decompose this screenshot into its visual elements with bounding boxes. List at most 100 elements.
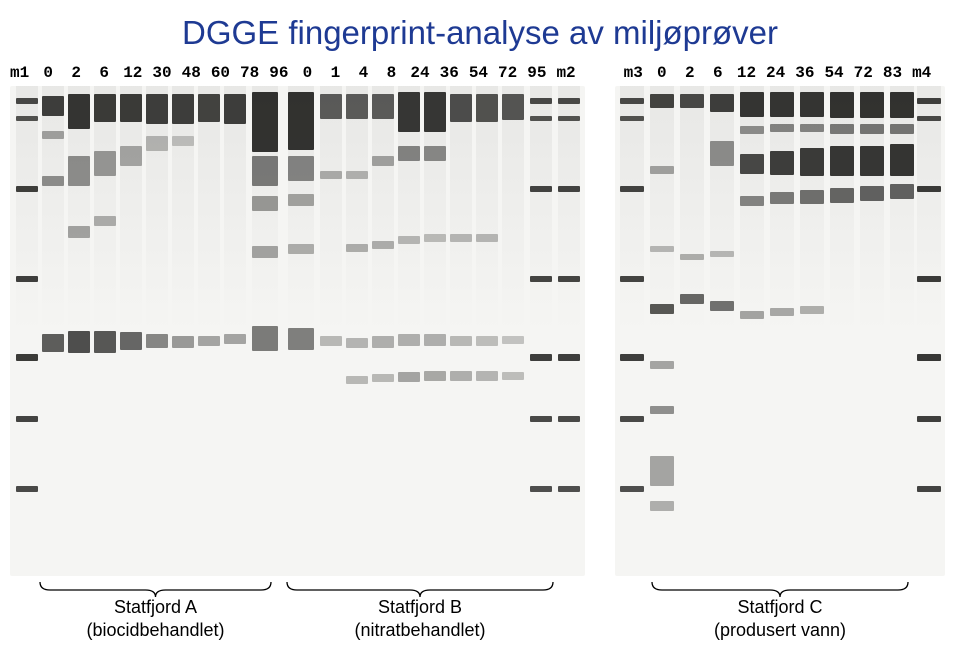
gel-band — [917, 116, 941, 121]
gel-band — [172, 136, 194, 146]
gel-band — [770, 151, 794, 175]
brace-label-line2: (produsert vann) — [650, 619, 910, 642]
gel-band — [740, 311, 764, 319]
lane-label: 54 — [824, 64, 843, 82]
gel-band — [398, 92, 420, 132]
gel-band — [252, 246, 278, 258]
lane-label: 83 — [883, 64, 902, 82]
lane-label: 30 — [152, 64, 171, 82]
gel-lane — [917, 86, 941, 576]
gel-band — [424, 371, 446, 381]
brace-label-line1: Statfjord B — [285, 596, 555, 619]
gel-band — [860, 124, 884, 134]
gel-band — [830, 92, 854, 118]
gel-lane — [740, 86, 764, 576]
lane-label: 0 — [39, 64, 57, 82]
gel-lane — [68, 86, 90, 576]
gel-band — [620, 416, 644, 422]
gel-band — [68, 156, 90, 186]
gel-lane — [224, 86, 246, 576]
gel-lane — [800, 86, 824, 576]
gel-band — [830, 124, 854, 134]
gel-band — [558, 186, 580, 192]
brace-label: Statfjord C(produsert vann) — [650, 596, 910, 641]
gel-band — [830, 146, 854, 176]
lane-label: 2 — [681, 64, 699, 82]
brace-label-line1: Statfjord C — [650, 596, 910, 619]
gel-band — [558, 116, 580, 121]
lane-label: 78 — [240, 64, 259, 82]
gel-band — [620, 276, 644, 282]
lane-label: 36 — [795, 64, 814, 82]
lane-label: 24 — [410, 64, 429, 82]
gel-band — [890, 124, 914, 134]
lane-label: 60 — [211, 64, 230, 82]
gel-band — [620, 98, 644, 104]
gel-band — [917, 354, 941, 361]
gel-lane — [710, 86, 734, 576]
gel-band — [800, 306, 824, 314]
gel-band — [558, 416, 580, 422]
gel-band — [288, 194, 314, 206]
gel-band — [42, 176, 64, 186]
gel-band — [890, 184, 914, 199]
gel-band — [172, 336, 194, 348]
lane-label: 48 — [182, 64, 201, 82]
gel-band — [288, 92, 314, 150]
page-title: DGGE fingerprint-analyse av miljøprøver — [0, 0, 960, 52]
brace-section: Statfjord A(biocidbehandlet) Statfjord B… — [0, 576, 960, 646]
gel-band — [372, 336, 394, 348]
gel-band — [424, 92, 446, 132]
gel-band — [558, 354, 580, 361]
gel-band — [198, 94, 220, 122]
gel-band — [530, 98, 552, 104]
gel-lane — [16, 86, 38, 576]
gel-band — [710, 251, 734, 257]
lane-label: 2 — [67, 64, 85, 82]
gel-band — [450, 94, 472, 122]
gel-band — [502, 94, 524, 120]
gel-lane — [172, 86, 194, 576]
gel-band — [16, 116, 38, 121]
gel-band — [346, 171, 368, 179]
gel-lane — [860, 86, 884, 576]
gel-band — [860, 146, 884, 176]
gel-band — [450, 234, 472, 242]
lane-label: 4 — [354, 64, 372, 82]
gel-band — [800, 92, 824, 117]
brace-label-line2: (nitratbehandlet) — [285, 619, 555, 642]
gel-band — [650, 501, 674, 511]
gel-panel-left — [10, 86, 585, 576]
gel-band — [146, 136, 168, 151]
gel-band — [860, 92, 884, 118]
gel-band — [398, 236, 420, 244]
gel-lane — [680, 86, 704, 576]
lane-labels-right: m3026122436547283m4 — [624, 64, 932, 82]
lane-label: 8 — [382, 64, 400, 82]
gel-lane — [770, 86, 794, 576]
lane-label: 96 — [269, 64, 288, 82]
gel-band — [530, 486, 552, 492]
gel-band — [650, 406, 674, 414]
lane-labels-row: m102612304860789601482436547295m2 m30261… — [0, 52, 960, 86]
lane-label: 1 — [326, 64, 344, 82]
brace-label-line1: Statfjord A — [38, 596, 273, 619]
gel-band — [94, 151, 116, 176]
gel-band — [16, 486, 38, 492]
gel-lane — [398, 86, 420, 576]
gel-band — [16, 354, 38, 361]
lane-label: 54 — [469, 64, 488, 82]
gel-band — [770, 192, 794, 204]
gel-band — [710, 141, 734, 166]
lane-label: m4 — [912, 64, 931, 82]
gel-band — [320, 336, 342, 346]
gel-band — [800, 124, 824, 132]
gel-band — [650, 304, 674, 314]
lane-labels-left: m102612304860789601482436547295m2 — [10, 64, 576, 82]
gel-band — [770, 124, 794, 132]
lane-label: 24 — [766, 64, 785, 82]
gel-band — [710, 301, 734, 311]
gel-lane — [424, 86, 446, 576]
gel-lane — [650, 86, 674, 576]
gel-lane — [530, 86, 552, 576]
